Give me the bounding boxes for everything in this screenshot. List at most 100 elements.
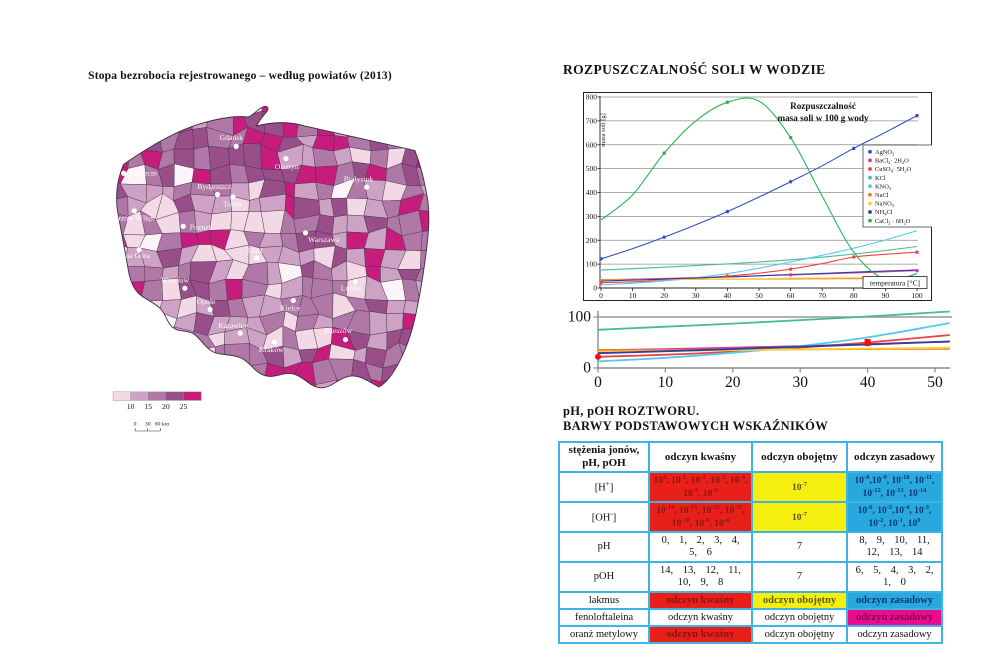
table-row: fenoloftaleina odczyn kwaśny odczyn obojęt…: [558, 608, 943, 628]
city-dot-zielonagra: [136, 247, 142, 253]
solubility-chart: 0 100 200 300 400 500 600 700 800 0 10 20 30 40 50 60 70…: [583, 92, 932, 301]
svg-text:0: 0: [134, 421, 137, 427]
table-header-cell: odczyn obojętny: [751, 441, 848, 473]
row-label: [H+]: [558, 470, 650, 504]
table-row: oranż metylowy odczyn kwaśny odczyn obojęt…: [558, 625, 943, 645]
legend-item-label: BaCl2· 2H2O: [875, 158, 909, 166]
svg-text:500: 500: [586, 164, 598, 173]
table-cell: 10-7: [751, 501, 848, 534]
city-label: Toruń: [223, 200, 241, 209]
city-dot-d: [253, 255, 260, 261]
row-label: fenoloftaleina: [558, 608, 650, 628]
svg-text:200: 200: [586, 236, 598, 245]
row-label: pH: [558, 531, 650, 564]
city-label: Kielce: [280, 303, 301, 312]
city-label: Kraków: [259, 345, 284, 354]
svg-text:40: 40: [724, 291, 732, 300]
table-cell: 8, 9, 10, 11, 12, 13, 14: [846, 531, 943, 564]
city-label: Katowice: [218, 321, 248, 330]
solubility-section-title: ROZPUSZCZALNOŚĆ SOLI W WODZIE: [563, 62, 826, 77]
svg-text:20: 20: [725, 374, 741, 391]
city-dot-olsztyn: [283, 156, 289, 162]
row-label: pOH: [558, 561, 650, 594]
svg-text:30: 30: [792, 374, 808, 391]
table-row: lakmus odczyn kwaśny odczyn obojętny odczyn…: [558, 591, 943, 611]
city-label: Łódź: [247, 246, 263, 255]
svg-text:100: 100: [586, 260, 598, 269]
solubility-zoom-chart: 0 10 20 30 40 50 0 100: [568, 309, 952, 391]
svg-text:600: 600: [586, 140, 598, 149]
legend-item-label: NH4Cl: [875, 209, 893, 217]
map-legend: 10 15 20 25: [112, 391, 202, 411]
table-header-cell: odczyn zasadowy: [846, 441, 943, 473]
svg-text:700: 700: [586, 116, 598, 125]
poland-outline: [116, 105, 430, 389]
table-cell: 6, 5, 4, 3, 2, 1, 0: [846, 561, 943, 594]
svg-text:0: 0: [599, 291, 603, 300]
svg-text:0: 0: [593, 284, 597, 293]
city-dot-toru: [230, 194, 236, 200]
city-label: Warszawa: [308, 235, 340, 244]
table-cell: 14, 13, 12, 11, 10, 9, 8: [648, 561, 753, 594]
svg-text:20: 20: [162, 402, 170, 411]
table-cell: odczyn zasadowy: [846, 591, 943, 611]
x-axis-label: temperatura [°C]: [870, 279, 920, 288]
legend-item-label: CaCl2 · 6H2O: [875, 218, 911, 226]
city-dot-bydgoszcz: [214, 191, 221, 198]
svg-text:30: 30: [145, 421, 151, 427]
svg-text:0: 0: [583, 360, 591, 377]
ph-table-title: pH, pOH ROZTWORU. BARWY PODSTAWOWYCH WSK…: [563, 404, 828, 433]
table-cell: 0, 1, 2, 3, 4, 5, 6: [648, 531, 753, 564]
table-cell: 10-7: [751, 470, 848, 504]
svg-text:30: 30: [692, 291, 700, 300]
legend-item-label: CuSO4· 5H2O: [875, 166, 912, 174]
city-dot-kielce: [290, 297, 296, 304]
table-row: [OH-] 10-14, 10-13, 10-12, 10-11, 10-10, …: [558, 501, 943, 534]
svg-text:60 km: 60 km: [155, 421, 170, 427]
city-label: Bydgoszcz: [197, 182, 232, 191]
ph-indicators-table: stężenia jonów, pH, pOH odczyn kwaśny odczy…: [558, 441, 943, 645]
city-label: Wrocław: [161, 276, 189, 285]
y-axis-label: masa soli [g]: [600, 113, 607, 147]
ph-table-body: stężenia jonów, pH, pOH odczyn kwaśny odczy…: [558, 441, 943, 645]
table-cell: odczyn obojętny: [751, 625, 848, 645]
ph-indicators-table-wrap: stężenia jonów, pH, pOH odczyn kwaśny odczy…: [558, 441, 943, 645]
svg-text:10: 10: [629, 291, 637, 300]
map-scale-bar: 0 30 60 km: [134, 421, 170, 432]
city-dot-gdask: [233, 143, 239, 149]
svg-text:90: 90: [882, 291, 890, 300]
city-label: Olsztyn: [275, 162, 299, 171]
city-label: Szczecin: [129, 169, 157, 178]
table-cell: odczyn kwaśny: [648, 625, 753, 645]
svg-text:50: 50: [755, 291, 763, 300]
table-header-cell: odczyn kwaśny: [648, 441, 753, 473]
svg-text:60: 60: [787, 291, 795, 300]
table-cell: 7: [751, 531, 848, 564]
city-dot-biaystok: [364, 184, 370, 190]
city-label: Opole: [197, 297, 216, 306]
city-label: Rzeszów: [324, 326, 352, 335]
city-dot-opole: [207, 306, 213, 313]
city-label: Gorzów Wlkp.: [109, 214, 155, 223]
city-dot-pozna: [180, 223, 186, 229]
row-label: oranż metylowy: [558, 625, 650, 645]
chart-legend-box: [862, 144, 932, 228]
city-label: Lublin: [341, 284, 362, 293]
svg-text:800: 800: [586, 93, 598, 102]
city-dot-szczecin: [121, 170, 127, 176]
svg-text:300: 300: [586, 212, 598, 221]
svg-text:80: 80: [850, 291, 858, 300]
svg-text:50: 50: [927, 374, 943, 391]
city-label: Poznań: [190, 223, 213, 232]
svg-text:400: 400: [586, 188, 598, 197]
legend-item-label: AgNO3: [875, 149, 895, 157]
table-cell: odczyn obojętny: [751, 591, 848, 611]
legend-item-label: KNO3: [875, 183, 892, 191]
table-row: pOH 14, 13, 12, 11, 10, 9, 8 7 6, 5, 4, 3, …: [558, 561, 943, 594]
svg-text:0: 0: [594, 374, 602, 391]
table-row: [H+] 100, 10-1, 10-2, 10-3, 10-4, 10-5, 1…: [558, 470, 943, 504]
zoom-series-lines: [598, 310, 950, 363]
city-dot-krakw: [271, 339, 278, 345]
table-row: pH 0, 1, 2, 3, 4, 5, 6 7 8, 9, 10, 11, 12, …: [558, 531, 943, 564]
city-dot-lublin: [352, 279, 358, 285]
